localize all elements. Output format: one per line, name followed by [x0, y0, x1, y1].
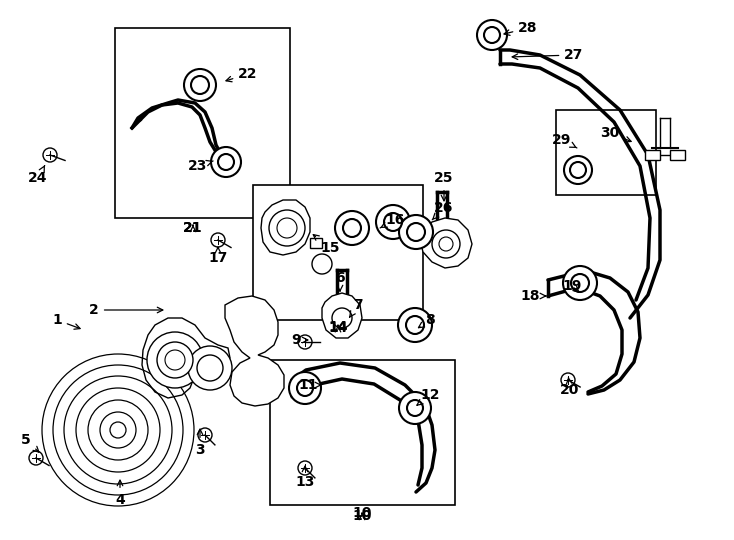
Text: 16: 16: [380, 213, 404, 228]
Circle shape: [399, 392, 431, 424]
Text: 2: 2: [89, 303, 163, 317]
Circle shape: [432, 230, 460, 258]
Circle shape: [407, 400, 423, 416]
Circle shape: [407, 223, 425, 241]
Circle shape: [218, 154, 234, 170]
Text: 3: 3: [195, 429, 205, 457]
Text: 23: 23: [189, 159, 213, 173]
Circle shape: [188, 346, 232, 390]
Text: 7: 7: [349, 298, 363, 318]
Circle shape: [29, 451, 43, 465]
Circle shape: [43, 148, 57, 162]
Circle shape: [157, 342, 193, 378]
Text: 21: 21: [184, 221, 203, 235]
Circle shape: [211, 233, 225, 247]
Circle shape: [198, 428, 212, 442]
Text: 18: 18: [520, 289, 546, 303]
Circle shape: [298, 335, 312, 349]
Text: 14: 14: [328, 321, 348, 335]
Circle shape: [570, 162, 586, 178]
Text: 8: 8: [418, 313, 435, 328]
Text: 9: 9: [291, 333, 308, 347]
Text: 17: 17: [208, 247, 228, 265]
Circle shape: [165, 350, 185, 370]
Circle shape: [561, 373, 575, 387]
Bar: [310, 238, 322, 248]
Circle shape: [439, 237, 453, 251]
Text: 15: 15: [313, 234, 340, 255]
Circle shape: [343, 219, 361, 237]
Circle shape: [376, 205, 410, 239]
Text: 10: 10: [352, 509, 371, 523]
Text: 14: 14: [328, 320, 348, 334]
Polygon shape: [261, 200, 310, 255]
Text: 21: 21: [184, 221, 203, 235]
Text: 29: 29: [552, 133, 577, 148]
Circle shape: [406, 316, 424, 334]
Bar: [270, 360, 455, 505]
Text: 13: 13: [295, 466, 315, 489]
Circle shape: [563, 266, 597, 300]
Circle shape: [384, 213, 402, 231]
Bar: [253, 185, 423, 320]
Text: 1: 1: [52, 313, 80, 329]
Polygon shape: [420, 218, 472, 268]
Circle shape: [332, 308, 352, 328]
Text: 27: 27: [512, 48, 584, 62]
Text: 22: 22: [226, 67, 258, 82]
Text: 28: 28: [504, 21, 538, 35]
Text: 26: 26: [432, 201, 454, 220]
Circle shape: [147, 332, 203, 388]
Circle shape: [312, 254, 332, 274]
Circle shape: [277, 218, 297, 238]
Circle shape: [297, 380, 313, 396]
Circle shape: [477, 20, 507, 50]
Circle shape: [564, 156, 592, 184]
Text: 11: 11: [298, 378, 321, 392]
Polygon shape: [645, 150, 660, 160]
Circle shape: [197, 355, 223, 381]
Polygon shape: [225, 296, 284, 406]
Text: 10: 10: [352, 506, 371, 520]
Circle shape: [484, 27, 500, 43]
Text: 20: 20: [560, 377, 580, 397]
Text: 12: 12: [417, 388, 440, 405]
Polygon shape: [142, 318, 230, 398]
Circle shape: [289, 372, 321, 404]
Circle shape: [184, 69, 216, 101]
Bar: [556, 110, 656, 195]
Circle shape: [571, 274, 589, 292]
Bar: [115, 28, 290, 218]
Circle shape: [211, 147, 241, 177]
Polygon shape: [322, 293, 362, 338]
Circle shape: [191, 76, 209, 94]
Circle shape: [398, 308, 432, 342]
Text: 25: 25: [435, 171, 454, 201]
Text: 24: 24: [28, 166, 48, 185]
Text: 5: 5: [21, 433, 39, 452]
Text: 30: 30: [600, 126, 631, 142]
Circle shape: [335, 211, 369, 245]
Polygon shape: [670, 150, 685, 160]
Text: 19: 19: [562, 279, 581, 293]
Text: 6: 6: [335, 271, 345, 291]
Text: 4: 4: [115, 480, 125, 507]
Circle shape: [298, 461, 312, 475]
Circle shape: [399, 215, 433, 249]
Circle shape: [269, 210, 305, 246]
